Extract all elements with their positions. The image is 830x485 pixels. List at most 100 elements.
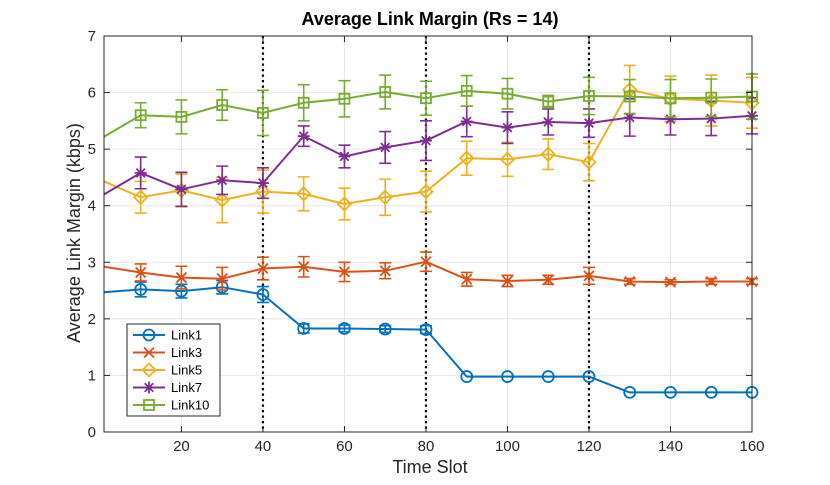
x-tick-label: 160 (739, 438, 764, 455)
legend-marker (143, 381, 155, 394)
data-point (581, 154, 597, 170)
data-point (214, 192, 230, 208)
data-point (704, 385, 718, 399)
y-tick-label: 0 (88, 424, 96, 441)
data-point (379, 86, 392, 98)
data-point (664, 92, 677, 105)
legend-label: Link1 (171, 328, 202, 343)
data-point (295, 186, 312, 202)
data-point (377, 189, 393, 206)
data-point (216, 174, 229, 187)
data-point (705, 275, 717, 288)
series-link10 (103, 73, 758, 138)
legend-marker (141, 362, 157, 378)
data-point (623, 385, 637, 399)
data-point (623, 90, 636, 103)
data-point (379, 265, 391, 277)
data-point (297, 96, 310, 109)
data-point (175, 110, 188, 123)
series-link3 (103, 251, 758, 291)
y-axis-label: Average Link Margin (kbps) (64, 123, 84, 343)
data-point (419, 323, 433, 337)
data-point (378, 322, 392, 336)
legend-item: Link7 (133, 380, 202, 395)
legend-label: Link5 (171, 363, 202, 378)
data-point (705, 91, 718, 104)
data-point (420, 92, 432, 105)
data-point (540, 146, 556, 163)
x-axis-label: Time Slot (392, 457, 467, 477)
data-point (542, 115, 555, 128)
data-point (175, 183, 188, 196)
data-point (501, 370, 514, 383)
data-point (664, 385, 677, 399)
data-point (216, 273, 228, 285)
legend: Link1 Link3 Link5 Link7 Link10 (126, 323, 221, 417)
y-tick-label: 7 (88, 28, 96, 45)
data-point (460, 370, 474, 383)
data-point (134, 283, 148, 296)
y-tick-label: 6 (88, 85, 96, 102)
data-point (134, 166, 147, 179)
data-point (135, 266, 147, 279)
data-point (338, 322, 351, 335)
data-point (297, 322, 311, 335)
data-point (542, 95, 555, 108)
legend-label: Link7 (171, 380, 202, 395)
x-tick-label: 120 (576, 438, 601, 455)
data-point (664, 276, 677, 288)
data-point (216, 99, 229, 111)
chart-title: Average Link Margin (Rs = 14) (302, 9, 559, 29)
data-point (458, 150, 475, 166)
data-point (338, 150, 351, 163)
data-point (297, 130, 310, 143)
data-point (256, 288, 270, 301)
data-point (338, 266, 351, 278)
data-point (583, 90, 595, 102)
data-point (379, 141, 392, 154)
legend-item: Link1 (133, 328, 202, 343)
y-tick-label: 1 (88, 367, 96, 384)
data-point (582, 370, 596, 383)
x-tick-label: 80 (418, 438, 435, 455)
x-tick-label: 40 (255, 438, 272, 455)
data-point (257, 262, 269, 275)
x-tick-label: 100 (495, 438, 520, 455)
data-point (418, 183, 434, 200)
legend-item: Link5 (133, 362, 202, 378)
data-point (134, 109, 147, 122)
y-tick-label: 3 (88, 254, 96, 271)
x-tick-label: 20 (173, 438, 190, 455)
plot-frame (103, 35, 753, 433)
data-point (336, 196, 353, 212)
series-line (103, 89, 753, 138)
data-point (499, 151, 516, 168)
data-point (257, 107, 269, 119)
data-point (583, 270, 595, 282)
data-point (501, 275, 514, 287)
legend-marker (143, 399, 155, 411)
data-point (420, 256, 432, 268)
y-tick-label: 4 (88, 198, 96, 215)
data-point (501, 121, 514, 134)
data-point (460, 115, 473, 128)
data-point (705, 112, 718, 125)
data-point (623, 111, 636, 124)
data-point (460, 84, 473, 97)
data-point (461, 273, 473, 285)
x-tick-label: 140 (658, 438, 683, 455)
y-tick-label: 2 (88, 311, 96, 328)
legend-marker (142, 328, 156, 342)
data-point (624, 275, 636, 288)
x-tick-label: 60 (336, 438, 353, 455)
data-point (542, 274, 554, 286)
data-point (582, 117, 595, 130)
series-line (103, 88, 753, 205)
data-point (132, 189, 149, 206)
data-point (419, 134, 432, 147)
y-tick-label: 5 (88, 141, 96, 158)
series-link1 (103, 279, 759, 399)
ticks: 0 1 2 3 4 5 6 7 20 40 60 80 100 120 140 160 (88, 28, 765, 455)
